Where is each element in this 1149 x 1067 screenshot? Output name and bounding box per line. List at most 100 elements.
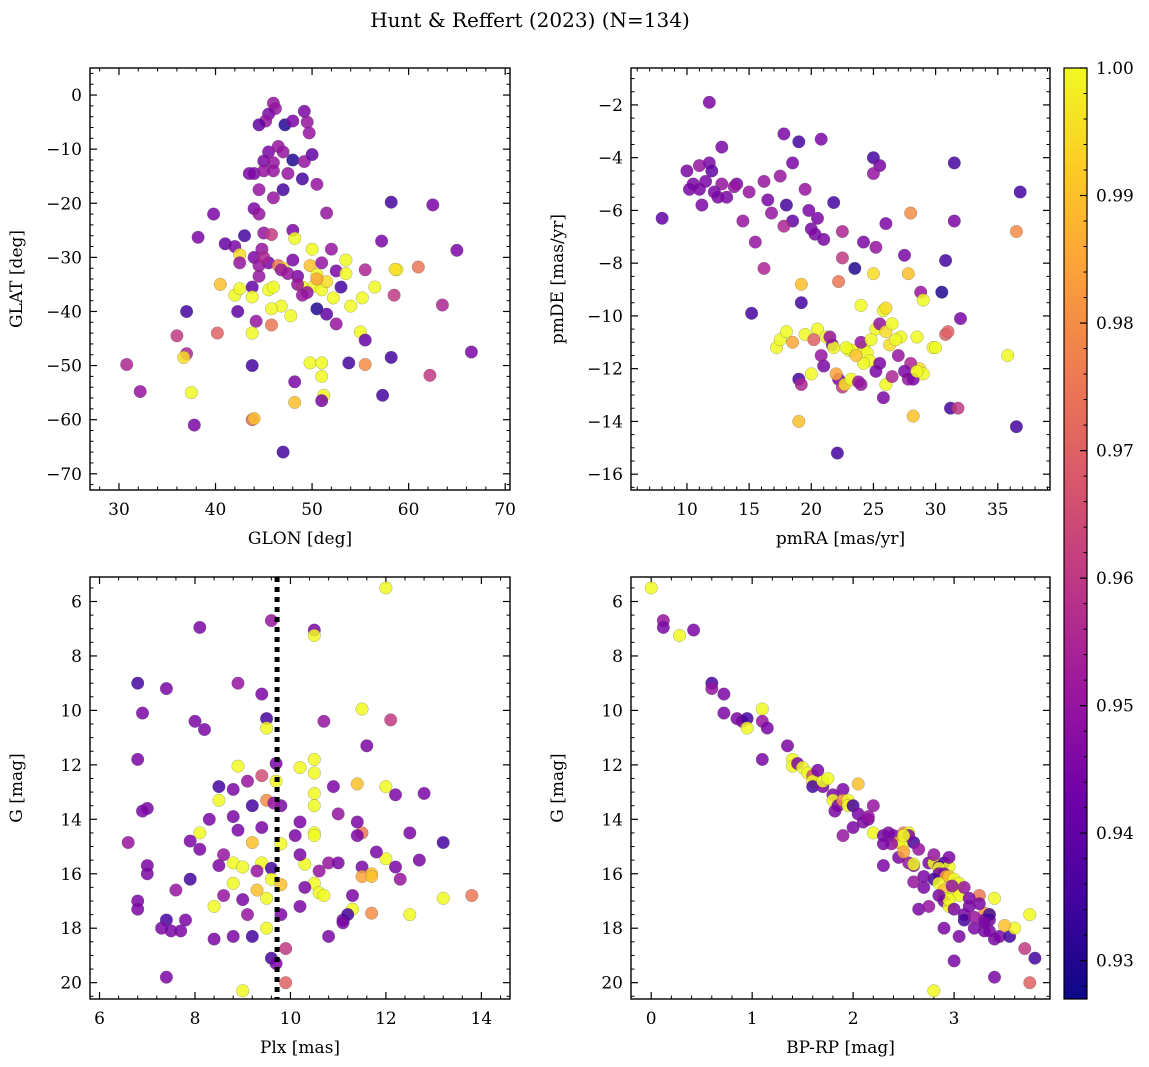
data-point bbox=[193, 826, 207, 840]
data-point bbox=[379, 581, 393, 595]
data-point bbox=[828, 804, 842, 818]
data-point bbox=[231, 823, 245, 837]
data-point bbox=[941, 325, 955, 339]
data-point bbox=[823, 330, 837, 344]
data-point bbox=[358, 358, 372, 372]
data-point bbox=[927, 984, 941, 998]
data-point bbox=[368, 280, 382, 294]
data-point bbox=[365, 906, 379, 920]
data-point bbox=[305, 148, 319, 162]
data-point bbox=[339, 253, 353, 267]
data-point bbox=[846, 821, 860, 835]
data-point bbox=[131, 752, 145, 766]
data-point bbox=[245, 929, 259, 943]
data-point bbox=[740, 721, 754, 735]
data-point bbox=[226, 782, 240, 796]
data-point bbox=[897, 829, 911, 843]
x-tick-label: 35 bbox=[987, 500, 1009, 520]
data-point bbox=[183, 834, 197, 848]
data-point bbox=[286, 253, 300, 267]
data-point bbox=[265, 318, 279, 332]
y-tick-label: −8 bbox=[598, 254, 623, 274]
data-point bbox=[131, 676, 145, 690]
data-point bbox=[281, 166, 295, 180]
data-point bbox=[245, 290, 259, 304]
data-point bbox=[135, 706, 149, 720]
data-point bbox=[324, 242, 338, 256]
data-point bbox=[188, 714, 202, 728]
data-point bbox=[889, 333, 903, 347]
y-tick-label: −40 bbox=[46, 302, 82, 322]
x-tick-label: 10 bbox=[676, 500, 698, 520]
data-point bbox=[897, 845, 911, 859]
data-point bbox=[252, 207, 266, 221]
x-tick-label: 25 bbox=[863, 500, 885, 520]
data-point bbox=[297, 104, 311, 118]
y-tick-label: 8 bbox=[71, 647, 82, 667]
data-point bbox=[962, 891, 976, 905]
data-point bbox=[276, 445, 290, 459]
data-point bbox=[794, 296, 808, 310]
data-point bbox=[765, 206, 779, 220]
data-point bbox=[350, 777, 364, 791]
data-point bbox=[1023, 976, 1037, 990]
x-tick-label: 30 bbox=[925, 500, 947, 520]
data-point bbox=[957, 880, 971, 894]
data-point bbox=[237, 229, 251, 243]
data-point bbox=[794, 277, 808, 291]
data-point bbox=[317, 889, 331, 903]
y-tick-label: 12 bbox=[601, 756, 623, 776]
x-tick-label: 40 bbox=[205, 500, 227, 520]
data-point bbox=[236, 860, 250, 874]
data-point bbox=[322, 929, 336, 943]
y-tick-label: −12 bbox=[587, 360, 623, 380]
data-point bbox=[178, 913, 192, 927]
data-point bbox=[792, 414, 806, 428]
data-point bbox=[727, 180, 741, 194]
y-tick-label: 12 bbox=[60, 756, 82, 776]
data-point bbox=[260, 921, 274, 935]
data-point bbox=[814, 349, 828, 363]
data-point bbox=[177, 350, 191, 364]
x-tick-label: 70 bbox=[494, 500, 516, 520]
data-point bbox=[757, 174, 771, 188]
data-point bbox=[705, 682, 719, 696]
data-point bbox=[358, 263, 372, 277]
y-tick-label: 10 bbox=[601, 701, 623, 721]
data-point bbox=[231, 759, 245, 773]
ticks bbox=[90, 577, 510, 999]
data-point bbox=[922, 899, 936, 913]
data-point bbox=[350, 815, 364, 829]
data-point bbox=[849, 349, 863, 363]
data-point bbox=[866, 166, 880, 180]
data-point bbox=[315, 256, 329, 270]
data-point bbox=[375, 234, 389, 248]
data-point bbox=[212, 780, 226, 794]
data-point bbox=[187, 418, 201, 432]
data-point bbox=[864, 333, 878, 347]
data-point bbox=[295, 288, 309, 302]
data-point bbox=[279, 942, 293, 956]
data-point bbox=[286, 153, 300, 167]
data-point bbox=[917, 870, 931, 884]
data-point bbox=[715, 177, 729, 191]
data-point bbox=[384, 350, 398, 364]
y-axis-label: GLAT [deg] bbox=[7, 230, 27, 328]
data-point bbox=[947, 156, 961, 170]
data-point bbox=[180, 305, 194, 319]
data-point bbox=[814, 132, 828, 146]
data-point bbox=[1009, 224, 1023, 238]
panel-glon-glat: 30 40 50 60 70 0 −10 −20 −30 −40 −50 −60 −70 GLON [de… bbox=[7, 67, 516, 549]
data-point bbox=[312, 864, 326, 878]
data-point bbox=[885, 370, 899, 384]
data-point bbox=[207, 899, 221, 913]
data-point bbox=[1013, 185, 1027, 199]
data-point bbox=[291, 277, 305, 291]
data-point bbox=[265, 228, 279, 242]
data-point bbox=[699, 174, 713, 188]
data-point bbox=[260, 721, 274, 735]
data-point bbox=[191, 230, 205, 244]
data-point bbox=[916, 293, 930, 307]
data-point bbox=[910, 364, 924, 378]
data-point bbox=[465, 889, 479, 903]
